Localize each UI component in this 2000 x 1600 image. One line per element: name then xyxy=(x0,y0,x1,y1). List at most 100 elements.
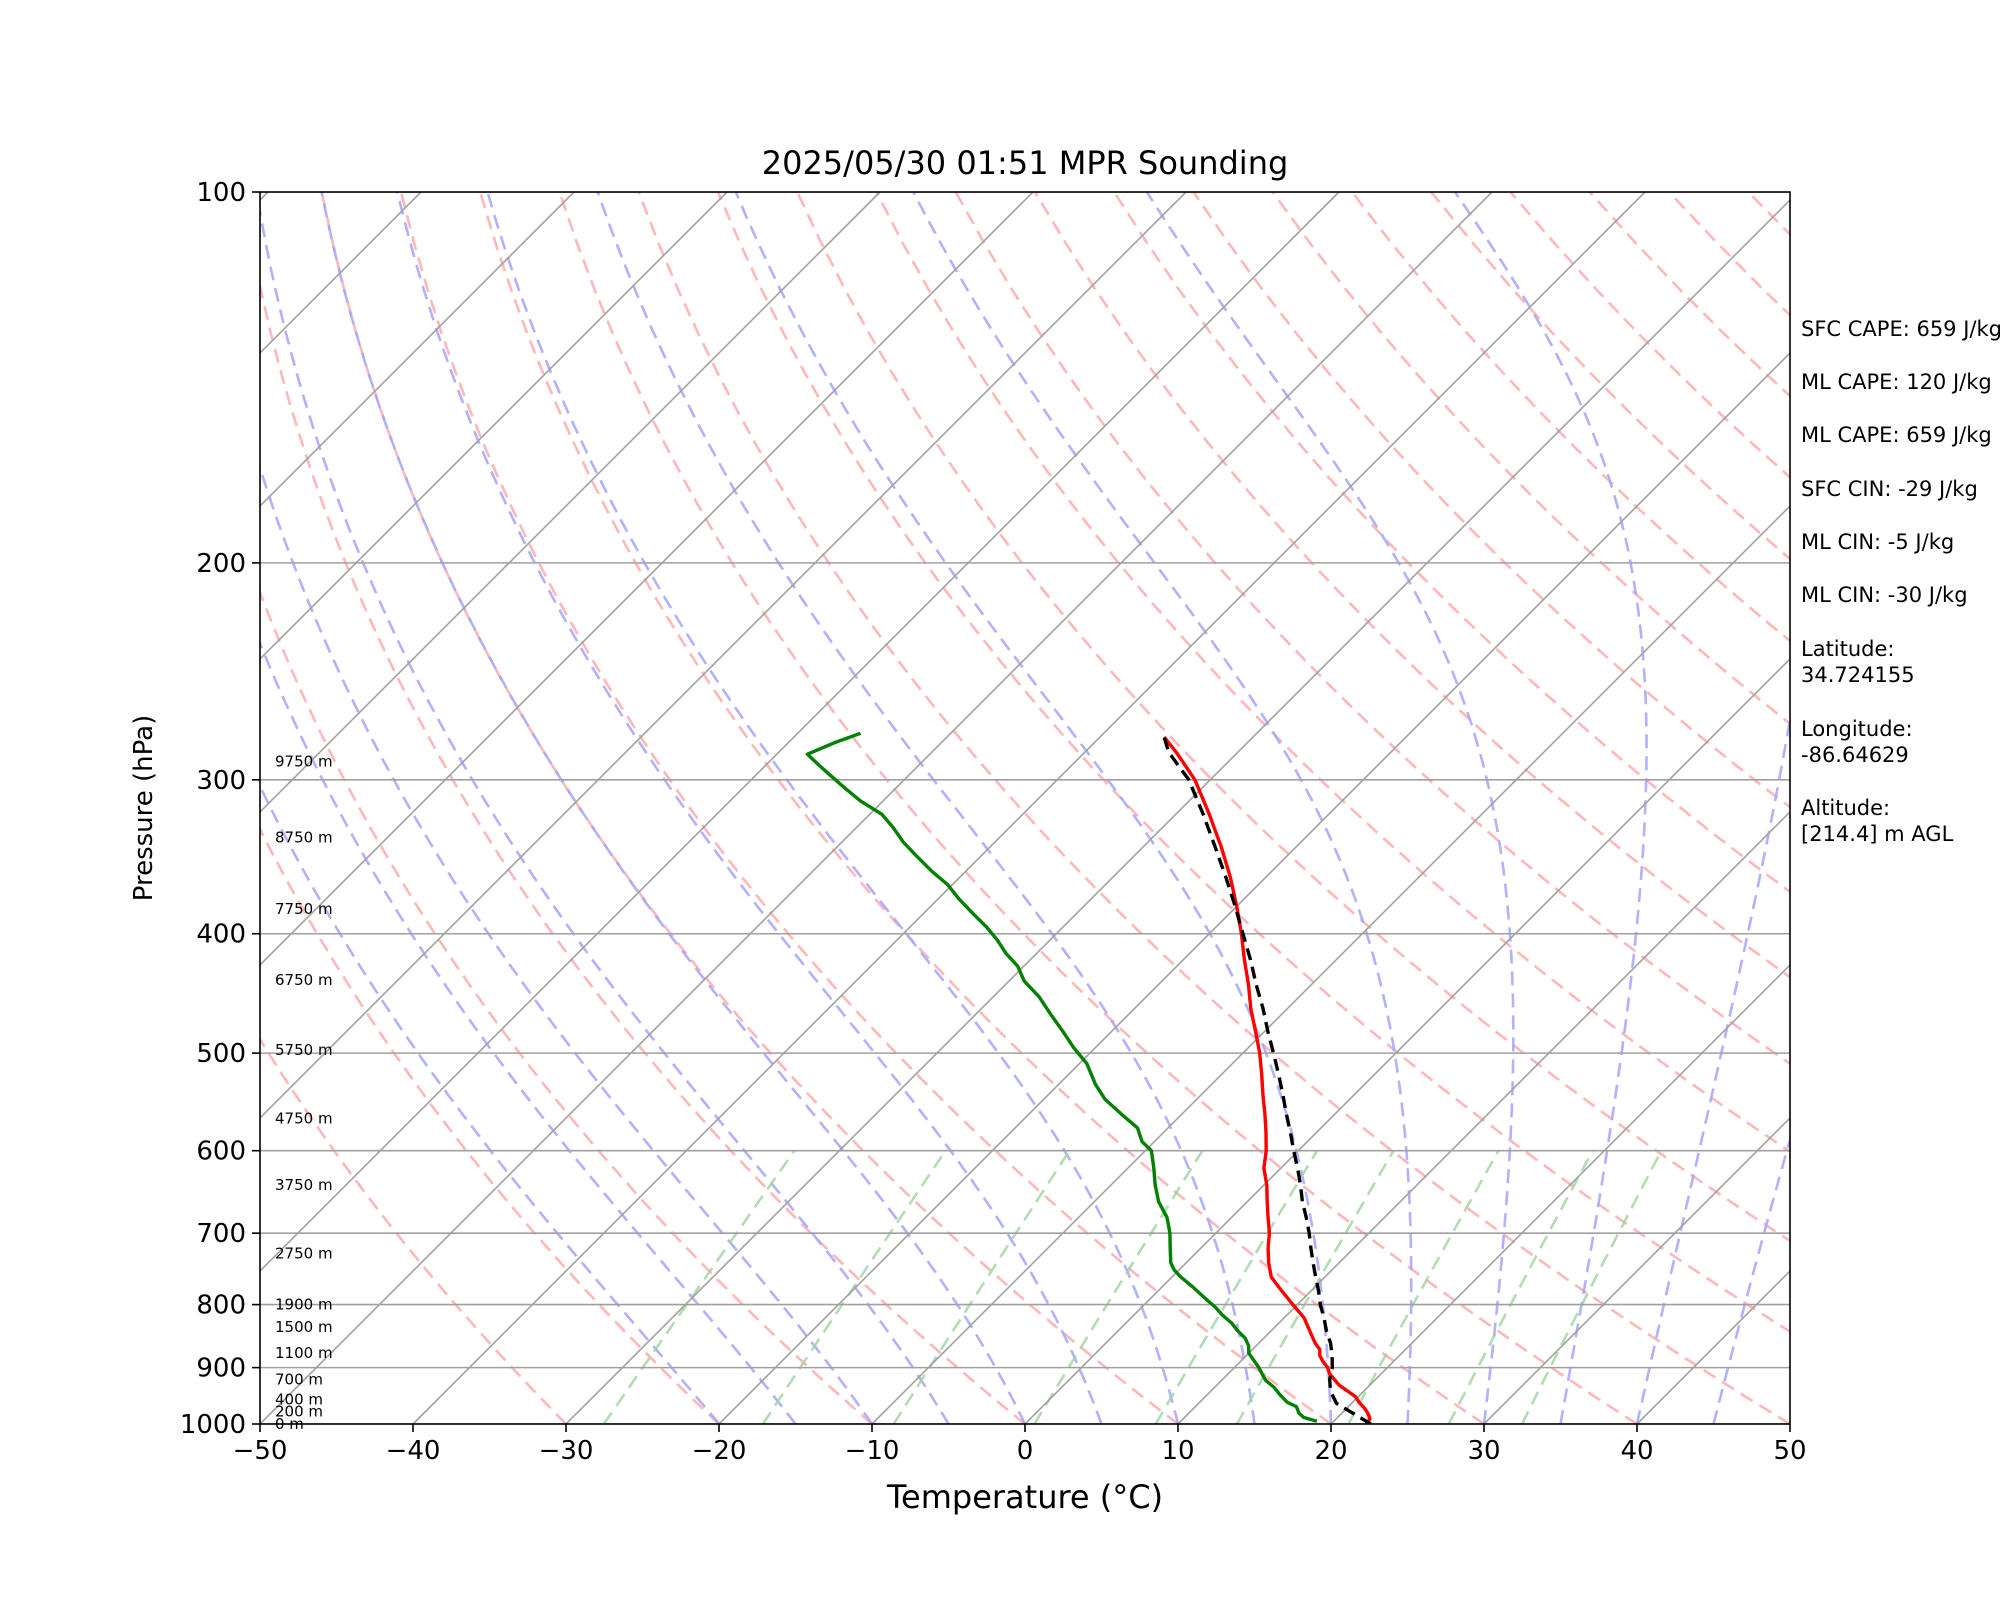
axes: −50 −40 −30 −20 −10 0 10 20 30 40 50 100 200 300 400 50… xyxy=(180,178,1807,1466)
moist-adiabat xyxy=(734,192,1333,1424)
height-label: 400 m xyxy=(275,1390,323,1408)
isotherm-line xyxy=(260,192,728,661)
x-tick-label: −30 xyxy=(539,1436,594,1466)
moist-adiabat xyxy=(1453,192,1648,1424)
y-tick-label: 900 xyxy=(196,1354,246,1384)
isotherm-line xyxy=(260,192,1187,1120)
y-tick-label: 1000 xyxy=(180,1410,246,1440)
x-tick-label: −50 xyxy=(233,1436,288,1466)
chart-grid xyxy=(0,192,1790,1424)
ml-cin-stat-2: ML CIN: -30 J/kg xyxy=(1801,583,1968,607)
dry-adiabat xyxy=(1113,192,1790,894)
height-label: 4750 m xyxy=(275,1110,333,1128)
dry-adiabat xyxy=(260,826,720,1424)
dry-adiabat xyxy=(1033,192,1790,979)
height-label: 1900 m xyxy=(275,1296,333,1314)
isotherm-line xyxy=(1483,1116,1790,1424)
chart-title: 2025/05/30 01:51 MPR Sounding xyxy=(762,144,1289,182)
moist-adiabat xyxy=(1635,712,1790,1424)
sounding-lines xyxy=(805,731,1372,1424)
dry-adiabat xyxy=(320,192,1179,1424)
isotherm-line xyxy=(260,192,575,508)
height-label: 3750 m xyxy=(275,1176,333,1194)
moist-adiabat xyxy=(260,463,874,1424)
mixing-ratio-line xyxy=(892,1149,1071,1424)
dry-adiabat xyxy=(875,192,1790,1154)
dry-adiabat xyxy=(478,192,1485,1424)
x-tick-label: 0 xyxy=(1017,1436,1034,1466)
moist-adiabat xyxy=(596,192,1256,1424)
height-label: 700 m xyxy=(275,1370,323,1388)
ml-cape-stat-1: ML CAPE: 120 J/kg xyxy=(1801,370,1992,394)
moist-adiabat xyxy=(1712,1134,1790,1424)
moist-adiabat xyxy=(260,640,797,1424)
height-label: 9750 m xyxy=(275,753,333,771)
dry-adiabat xyxy=(1192,192,1790,809)
height-label: 7750 m xyxy=(275,900,333,918)
altitude-stat: Altitude: [214.4] m AGL xyxy=(1801,796,1954,846)
height-label: 2750 m xyxy=(275,1244,333,1262)
dry-adiabat xyxy=(637,192,1790,1424)
isotherm-line xyxy=(718,351,1790,1424)
x-axis-label: Temperature (°C) xyxy=(886,1478,1163,1516)
isotherm-line xyxy=(1330,963,1790,1424)
isotherm-line xyxy=(260,192,881,814)
dry-adiabat xyxy=(558,192,1638,1424)
y-tick-label: 200 xyxy=(196,549,246,579)
y-tick-label: 100 xyxy=(196,178,246,208)
moist-adiabat xyxy=(486,192,1180,1424)
dry-adiabat xyxy=(716,192,1790,1334)
height-label: 5750 m xyxy=(275,1041,333,1059)
latitude-stat: Latitude: 34.724155 xyxy=(1801,637,1915,687)
mixing-ratio-line xyxy=(1447,1150,1594,1424)
x-tick-label: 30 xyxy=(1467,1436,1500,1466)
ml-cape-stat-2: ML CAPE: 659 J/kg xyxy=(1801,423,1992,447)
isotherm-line xyxy=(1024,657,1790,1424)
dry-adiabat xyxy=(260,588,873,1424)
dry-adiabat xyxy=(260,279,1026,1424)
y-tick-label: 600 xyxy=(196,1137,246,1167)
moist-adiabat xyxy=(320,192,1027,1424)
height-label: 0 m xyxy=(275,1415,304,1433)
moist-adiabat xyxy=(912,192,1413,1424)
x-tick-label: −20 xyxy=(692,1436,747,1466)
isotherm-line xyxy=(260,192,1493,1424)
height-label: 200 m xyxy=(275,1403,323,1421)
isotherm-line xyxy=(260,192,1034,967)
dry-adiabat xyxy=(399,192,1332,1424)
isotherm-line xyxy=(0,192,115,1424)
isotherm-line xyxy=(565,198,1790,1424)
moist-adiabat xyxy=(260,783,721,1424)
y-tick-label: 300 xyxy=(196,766,246,796)
height-label: 6750 m xyxy=(275,971,333,989)
y-axis-label: Pressure (hPa) xyxy=(129,715,159,902)
dry-adiabat xyxy=(954,192,1790,1066)
plot-frame xyxy=(259,191,1791,1425)
isotherm-line xyxy=(412,192,1646,1424)
dry-adiabat xyxy=(796,192,1790,1243)
longitude-stat: Longitude: -86.64629 xyxy=(1801,717,1913,767)
dewpoint-line xyxy=(805,731,1318,1423)
x-tick-label: 40 xyxy=(1620,1436,1653,1466)
moist-adiabat xyxy=(1145,192,1515,1424)
isotherm-line xyxy=(260,192,1340,1273)
x-tick-label: 50 xyxy=(1773,1436,1806,1466)
mixing-ratio-line xyxy=(1033,1150,1204,1424)
mixing-ratio-line xyxy=(1520,1150,1663,1424)
isotherm-line xyxy=(1177,810,1790,1424)
height-label: 1500 m xyxy=(275,1318,333,1336)
sfc-cape-stat: SFC CAPE: 659 J/kg xyxy=(1801,317,2000,341)
moist-adiabat xyxy=(260,204,950,1424)
moist-adiabat xyxy=(396,192,1103,1424)
y-tick-label: 400 xyxy=(196,920,246,950)
x-tick-label: 20 xyxy=(1314,1436,1347,1466)
x-tick-label: −10 xyxy=(845,1436,900,1466)
y-tick-label: 700 xyxy=(196,1219,246,1249)
isotherm-line xyxy=(871,504,1790,1424)
ml-cin-stat-1: ML CIN: -5 J/kg xyxy=(1801,530,1955,554)
dry-adiabat xyxy=(1271,192,1790,726)
dry-adiabat xyxy=(260,1036,567,1424)
x-tick-label: −40 xyxy=(386,1436,441,1466)
y-tick-label: 500 xyxy=(196,1039,246,1069)
height-label: 1100 m xyxy=(275,1344,333,1362)
